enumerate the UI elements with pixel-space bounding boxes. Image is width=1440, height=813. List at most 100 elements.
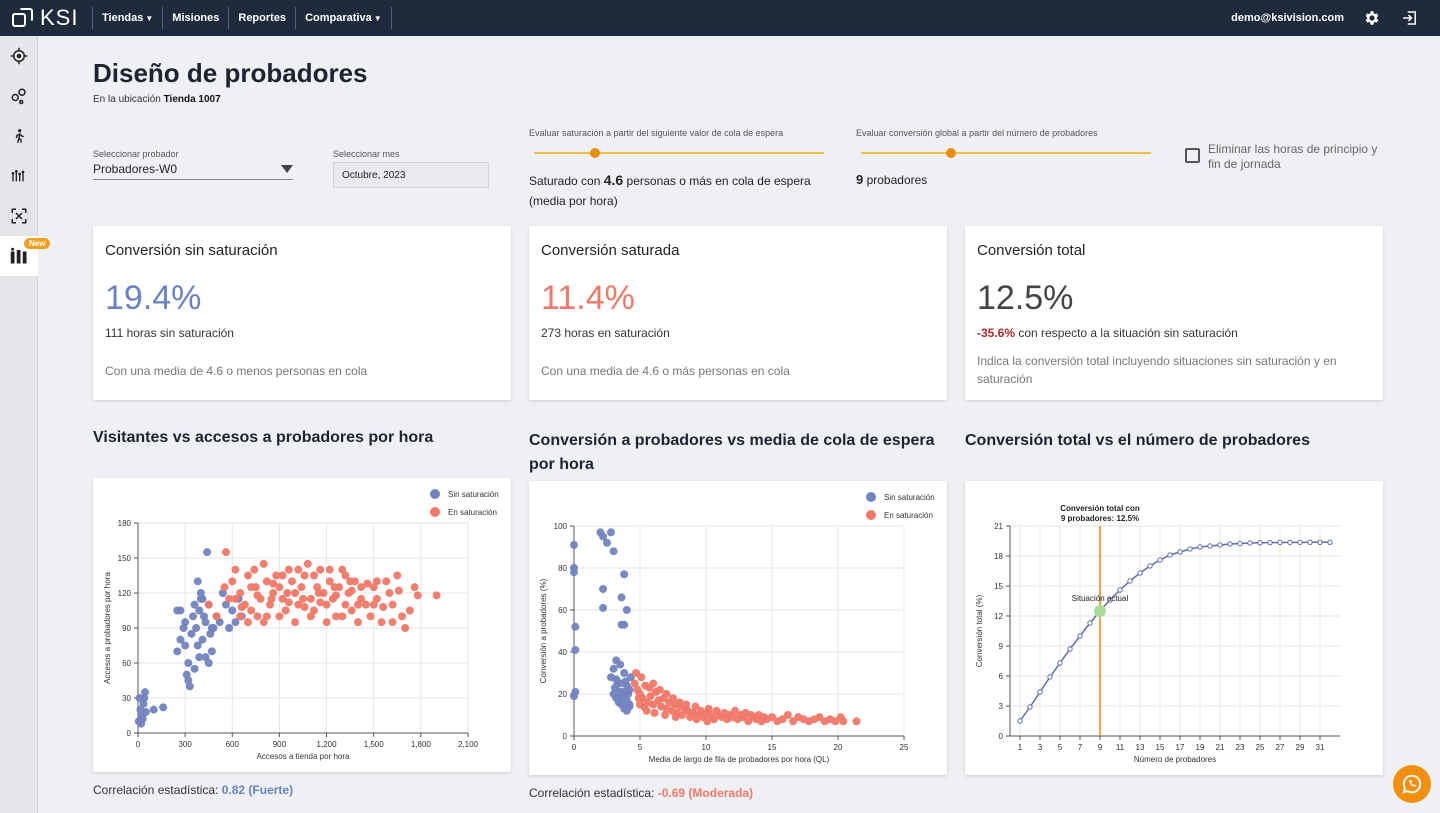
y-axis-label: Accesos a probadores por hora: [103, 572, 112, 684]
data-point: [1317, 539, 1323, 545]
nav-comparativa[interactable]: Comparativa ▼: [295, 7, 392, 29]
data-point: [369, 583, 378, 592]
data-point: [382, 577, 391, 586]
logo-text: KSI: [40, 5, 79, 30]
logout-icon[interactable]: [1400, 8, 1420, 28]
correlation-conversion: Correlación estadística: -0.69 (Moderada…: [529, 786, 753, 800]
y-tick-label: 30: [122, 694, 131, 703]
trim-hours-option[interactable]: Eliminar las horas de principio y fin de…: [1185, 142, 1385, 172]
data-point: [300, 603, 309, 611]
data-point: [1247, 540, 1253, 546]
kpi-delta: -35.6%: [977, 326, 1016, 340]
probador-select-value-row[interactable]: Probadores-W0: [93, 162, 293, 180]
data-point: [306, 594, 315, 603]
x-tick-label: 3: [1038, 743, 1043, 752]
y-tick-label: 60: [558, 606, 567, 615]
saturation-text-suffix: personas o más en cola de espera: [626, 174, 811, 188]
data-point: [310, 571, 318, 580]
y-tick-label: 15: [994, 582, 1003, 591]
data-point: [297, 583, 306, 592]
chart-card-visitantes: 0 30 60 90 120 150 180 0 300 600 900 1,200 1,500 1,80…: [93, 478, 511, 772]
sidebar-item-scan[interactable]: [0, 196, 38, 236]
x-tick-label: 1,500: [364, 740, 385, 749]
sidebar-item-location[interactable]: [0, 36, 38, 76]
data-point: [288, 577, 296, 586]
kpi-value: 19.4%: [105, 279, 202, 317]
data-point: [338, 612, 347, 621]
probador-select-value: Probadores-W0: [93, 162, 178, 176]
data-point: [372, 577, 381, 586]
data-point: [1127, 578, 1133, 584]
data-point: [388, 600, 397, 609]
whatsapp-button[interactable]: [1393, 765, 1431, 803]
probadores-slider-handle[interactable]: [945, 148, 956, 158]
ksi-logo-icon: [12, 7, 36, 29]
data-point: [269, 579, 278, 588]
y-tick-label: 6: [999, 672, 1004, 681]
nav-tiendas[interactable]: Tiendas ▼: [92, 7, 162, 29]
data-point: [609, 664, 618, 673]
probador-select[interactable]: Seleccionar probador Probadores-W0: [93, 149, 293, 180]
sidebar-item-traffic[interactable]: [0, 116, 38, 156]
probadores-slider[interactable]: [856, 146, 1151, 160]
saturation-slider-handle[interactable]: [589, 148, 600, 158]
data-point: [294, 565, 303, 574]
y-tick-label: 0: [127, 729, 132, 738]
sidebar-item-network[interactable]: [0, 76, 38, 116]
mes-select-value[interactable]: Octubre, 2023: [333, 162, 489, 188]
kpi-title: Conversión total: [977, 242, 1086, 259]
y-tick-label: 60: [122, 659, 131, 668]
data-point: [394, 586, 403, 595]
x-tick-label: 1,200: [317, 740, 338, 749]
data-point: [193, 577, 202, 586]
data-point: [624, 690, 633, 698]
data-point: [173, 647, 182, 656]
x-tick-label: 13: [1136, 743, 1145, 752]
legend-label: En saturación: [448, 508, 497, 517]
data-point: [346, 577, 355, 586]
data-point: [275, 612, 284, 621]
saturation-text-line2: (media por hora): [529, 194, 618, 208]
sidebar-item-analytics[interactable]: [0, 156, 38, 196]
data-point: [783, 711, 792, 719]
x-tick-label: 10: [702, 743, 711, 752]
x-tick-label: 1: [1018, 743, 1023, 752]
sidebar: New: [0, 36, 51, 813]
x-axis-label: Media de largo de fila de probadores por…: [649, 755, 830, 764]
data-point: [571, 622, 580, 631]
saturation-slider[interactable]: [529, 146, 824, 160]
data-point: [354, 618, 362, 627]
data-point: [405, 606, 414, 615]
data-point: [228, 577, 237, 586]
nav-reportes[interactable]: Reportes: [228, 7, 295, 29]
trim-hours-checkbox[interactable]: [1185, 148, 1200, 163]
probadores-slider-track[interactable]: [861, 152, 1151, 154]
data-point: [284, 565, 293, 574]
scan-icon: [11, 208, 27, 224]
user-email[interactable]: demo@ksivision.com: [1231, 12, 1344, 24]
kpi-sub: -35.6% con respecto a la situación sin s…: [977, 326, 1371, 340]
y-tick-label: 0: [999, 732, 1004, 741]
data-point: [650, 708, 659, 717]
data-point: [1307, 539, 1313, 545]
data-point: [300, 571, 309, 580]
data-point: [669, 694, 677, 703]
x-tick-label: 25: [900, 743, 909, 752]
data-point: [281, 606, 290, 615]
x-tick-label: 25: [1256, 743, 1265, 752]
ksi-logo[interactable]: KSI: [0, 0, 92, 36]
data-point: [1027, 704, 1033, 710]
chart-title-conversion: Conversión a probadores vs media de cola…: [529, 432, 935, 473]
data-point: [625, 702, 634, 711]
mes-select[interactable]: Seleccionar mes Octubre, 2023: [333, 149, 489, 188]
saturation-slider-track[interactable]: [534, 152, 824, 154]
data-point: [645, 683, 654, 692]
sidebar-item-fitting-rooms[interactable]: New: [0, 236, 51, 276]
gear-icon[interactable]: [1362, 8, 1382, 28]
data-point: [138, 715, 147, 723]
nav-misiones[interactable]: Misiones: [162, 7, 228, 29]
correlation-label: Correlación estadística:: [93, 783, 219, 797]
data-point: [198, 635, 207, 644]
data-point: [703, 717, 712, 726]
